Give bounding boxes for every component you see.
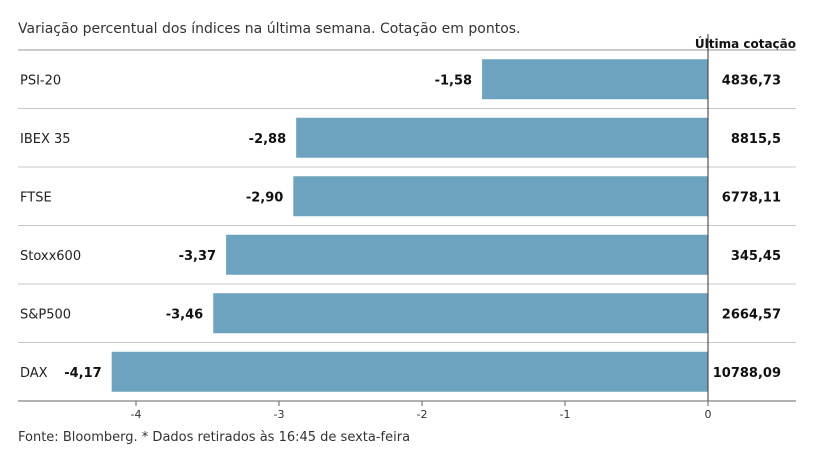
- price-column-header: Última cotação: [695, 36, 796, 51]
- x-tick-label: -4: [131, 408, 142, 421]
- data-label: -2,88: [249, 132, 286, 147]
- bar: [296, 117, 708, 158]
- bar: [111, 351, 708, 392]
- x-tick-label: -1: [560, 408, 571, 421]
- chart-rows: PSI-20 -1,58 4836,73 IBEX 35 -2,88 8815,5 FTSE…: [18, 34, 796, 402]
- price-value: 345,45: [731, 249, 781, 264]
- price-value: 6778,11: [722, 190, 781, 205]
- category-label: FTSE: [20, 190, 52, 205]
- category-label: DAX: [20, 366, 48, 381]
- category-label: S&P500: [20, 307, 71, 322]
- category-label: PSI-20: [20, 73, 61, 88]
- bar: [482, 59, 708, 100]
- bar: [213, 293, 708, 334]
- category-label: Stoxx600: [20, 249, 81, 264]
- data-label: -3,37: [179, 249, 216, 264]
- bar: [226, 234, 708, 275]
- price-value: 4836,73: [722, 73, 781, 88]
- x-tick-label: -2: [417, 408, 428, 421]
- x-axis: -4 -3 -2 -1 0: [18, 400, 796, 421]
- chart-subtitle: Variação percentual dos índices na últim…: [18, 21, 521, 37]
- chart-source: Fonte: Bloomberg. * Dados retirados às 1…: [18, 430, 410, 445]
- data-label: -3,46: [166, 307, 203, 322]
- data-label: -2,90: [246, 190, 283, 205]
- price-value: 10788,09: [713, 366, 781, 381]
- category-label: IBEX 35: [20, 132, 71, 147]
- x-tick-label: 0: [705, 408, 712, 421]
- price-value: 2664,57: [722, 307, 781, 322]
- price-value: 8815,5: [731, 132, 781, 147]
- data-label: -4,17: [64, 366, 101, 381]
- bar: [293, 176, 708, 217]
- x-tick-label: -3: [274, 408, 285, 421]
- data-label: -1,58: [435, 73, 472, 88]
